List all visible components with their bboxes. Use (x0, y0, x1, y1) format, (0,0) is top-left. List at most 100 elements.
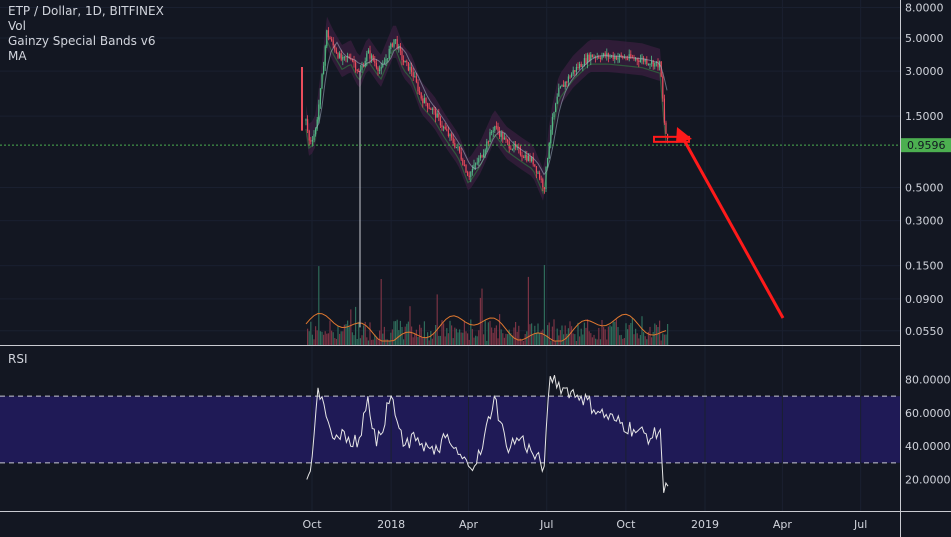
volume-bar (347, 320, 349, 345)
candle-body (555, 103, 557, 112)
volume-bar (627, 329, 629, 345)
volume-bar (332, 332, 334, 345)
volume-bar (572, 333, 574, 345)
volume-bar (598, 328, 600, 345)
volume-bar (391, 329, 393, 345)
volume-bar (388, 340, 390, 345)
volume-bar (403, 339, 405, 345)
candle-body (542, 179, 544, 188)
volume-bar (547, 325, 549, 345)
candle-body (332, 40, 334, 46)
candle-body (489, 132, 491, 142)
volume-bar (587, 319, 589, 345)
candle-body (579, 63, 581, 68)
candle-body (417, 82, 419, 92)
candle-body (574, 70, 576, 72)
volume-bar (588, 331, 590, 345)
candle-body (540, 178, 542, 180)
candle-body (630, 54, 632, 58)
candle-body (315, 128, 317, 135)
volume-bar (358, 321, 360, 345)
volume-bar (451, 325, 453, 345)
candle-body (609, 56, 611, 58)
volume-bar (651, 337, 653, 345)
volume-bar (537, 323, 539, 345)
volume-bar (543, 265, 545, 345)
volume-bar (662, 333, 664, 345)
candle-body (587, 54, 589, 64)
volume-bar (609, 325, 611, 345)
volume-bar (502, 333, 504, 345)
price-tick-label: 8.0000 (905, 2, 944, 15)
volume-bar (524, 334, 526, 345)
volume-bar (377, 339, 379, 345)
volume-bar (505, 333, 507, 345)
volume-bar (470, 319, 472, 345)
candle-body (535, 166, 537, 173)
volume-bar (516, 331, 518, 345)
candle-body (430, 108, 432, 110)
volume-bar (438, 335, 440, 345)
volume-bar (649, 326, 651, 345)
volume-bar (390, 332, 392, 345)
rsi-title: RSI (8, 352, 28, 366)
volume-bar (331, 330, 333, 345)
price-tick-label: 1.5000 (905, 110, 944, 123)
last-price-badge (901, 138, 951, 153)
volume-bar (553, 319, 555, 345)
candle-body (647, 64, 649, 65)
candle-body (331, 39, 333, 41)
candle-body (476, 162, 478, 164)
volume-bar (427, 332, 429, 345)
volume-bar (604, 329, 606, 345)
candle-body (396, 39, 398, 49)
volume-bar (539, 333, 541, 345)
candle-body (627, 58, 629, 60)
candle-body (519, 148, 521, 156)
volume-bar (422, 337, 424, 345)
candle-body (441, 125, 443, 127)
candle-body (516, 147, 518, 149)
volume-bar (371, 339, 373, 345)
volume-bars (307, 265, 669, 345)
volume-bar (625, 323, 627, 345)
candle-body (531, 157, 533, 162)
candle-body (366, 53, 368, 61)
time-tick-label: 2019 (691, 518, 719, 531)
candle-body (503, 137, 505, 140)
volume-bar (636, 333, 638, 345)
candle-body (447, 130, 449, 136)
volume-bar (652, 331, 654, 345)
candle-body (379, 69, 381, 71)
candle-body (411, 67, 413, 73)
candle-body (663, 98, 665, 123)
candle-body (401, 50, 403, 60)
candle-body (652, 60, 654, 67)
time-tick-label: 2018 (377, 518, 405, 531)
candle-body (385, 59, 387, 63)
candle-body (367, 50, 369, 54)
volume-bar (486, 340, 488, 345)
candle-body (383, 62, 385, 65)
candle-body (427, 103, 429, 108)
candle-body (460, 152, 462, 160)
indicator-ma: MA (8, 49, 27, 63)
volume-bar (611, 326, 613, 345)
volume-bar (665, 334, 667, 345)
candle-body (491, 131, 493, 133)
candle-body (593, 56, 595, 58)
volume-bar (455, 328, 457, 345)
candle-body (311, 139, 313, 142)
volume-bar (540, 331, 542, 345)
volume-bar (519, 338, 521, 345)
candle-body (465, 164, 467, 173)
candle-body (339, 53, 341, 58)
volume-bar (342, 331, 344, 345)
volume-bar (401, 327, 403, 345)
volume-bar (476, 336, 478, 345)
volume-bar (492, 332, 494, 345)
candle-body (591, 54, 593, 58)
candle-body (620, 54, 622, 56)
candle-body (529, 156, 531, 161)
volume-bar (375, 337, 377, 345)
